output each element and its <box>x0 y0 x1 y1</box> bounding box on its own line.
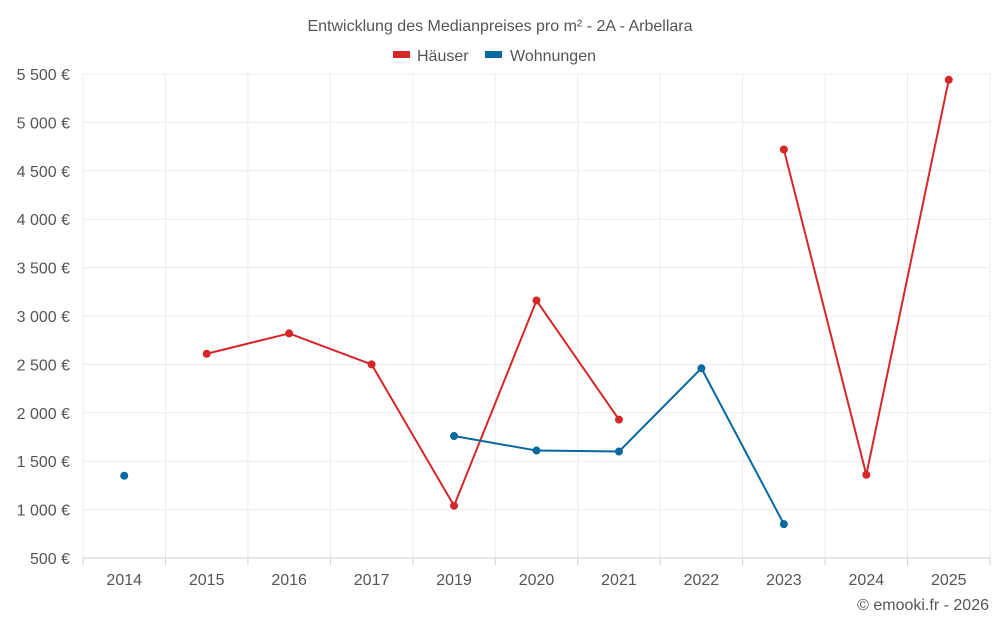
series-line-haeuser <box>206 299 620 507</box>
legend: Häuser Wohnungen <box>393 48 596 65</box>
y-axis: 500 € 1 000 € 1 500 € 2 000 € 2 500 € 3 000 €… <box>17 67 70 568</box>
y-tick-label: 500 € <box>30 551 70 568</box>
x-tick-label: 2021 <box>601 572 637 589</box>
data-point-wohnungen[interactable] <box>697 364 706 373</box>
data-point-wohnungen[interactable] <box>450 432 459 441</box>
data-point-haeuser[interactable] <box>614 415 623 424</box>
y-tick-label: 5 500 € <box>17 67 70 84</box>
data-point-haeuser[interactable] <box>450 501 459 510</box>
y-tick-label: 2 500 € <box>17 357 70 374</box>
data-point-haeuser[interactable] <box>202 349 211 358</box>
x-tick-label: 2016 <box>271 572 307 589</box>
y-tick-label: 5 000 € <box>17 115 70 132</box>
legend-swatch-wohnungen <box>485 51 502 58</box>
data-point-haeuser[interactable] <box>862 470 871 479</box>
x-tick-label: 2014 <box>106 572 142 589</box>
data-point-haeuser[interactable] <box>367 360 376 369</box>
series <box>120 75 953 529</box>
x-tick-label: 2022 <box>684 572 720 589</box>
legend-label-wohnungen: Wohnungen <box>510 48 596 65</box>
y-tick-label: 4 000 € <box>17 212 70 229</box>
y-tick-label: 3 500 € <box>17 261 70 278</box>
credit-text: © emooki.fr - 2026 <box>857 597 989 614</box>
series-line-wohnungen <box>453 367 785 525</box>
gridlines <box>82 73 991 558</box>
x-tick-label: 2025 <box>931 572 967 589</box>
y-tick-label: 1 000 € <box>17 503 70 520</box>
data-point-haeuser[interactable] <box>285 329 294 338</box>
x-axis: 2014 2015 2016 2017 2019 2020 2021 2022 2023 2024… <box>82 557 991 589</box>
data-point-wohnungen[interactable] <box>532 446 541 455</box>
y-tick-label: 1 500 € <box>17 454 70 471</box>
legend-item-wohnungen[interactable]: Wohnungen <box>485 48 596 65</box>
y-tick-label: 3 000 € <box>17 309 70 326</box>
series-line-haeuser <box>782 79 950 476</box>
legend-label-haeuser: Häuser <box>417 48 469 65</box>
y-tick-label: 2 000 € <box>17 406 70 423</box>
data-point-haeuser[interactable] <box>779 145 788 154</box>
x-tick-label: 2015 <box>189 572 225 589</box>
y-tick-label: 4 500 € <box>17 164 70 181</box>
x-tick-label: 2019 <box>436 572 472 589</box>
data-point-wohnungen[interactable] <box>614 447 623 456</box>
data-point-wohnungen[interactable] <box>120 471 129 480</box>
legend-item-haeuser[interactable]: Häuser <box>393 48 469 65</box>
x-tick-label: 2023 <box>766 572 802 589</box>
x-tick-label: 2024 <box>849 572 885 589</box>
data-point-wohnungen[interactable] <box>779 520 788 529</box>
data-point-haeuser[interactable] <box>532 296 541 305</box>
legend-swatch-haeuser <box>393 51 410 58</box>
chart-title: Entwicklung des Medianpreises pro m² - 2… <box>307 18 692 35</box>
x-tick-label: 2020 <box>519 572 555 589</box>
data-point-haeuser[interactable] <box>944 75 953 84</box>
x-tick-label: 2017 <box>354 572 390 589</box>
